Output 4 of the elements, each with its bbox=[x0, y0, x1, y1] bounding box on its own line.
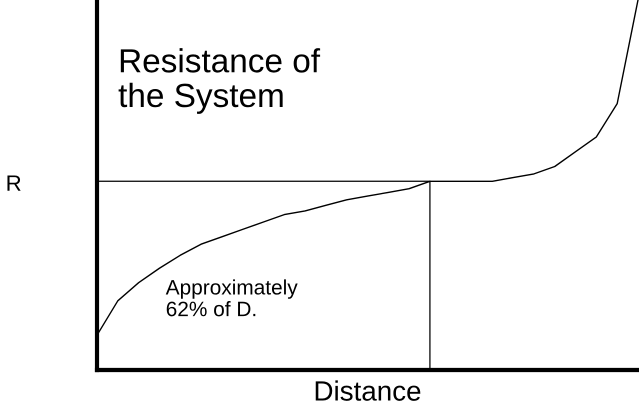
annotation: Resistance of the System bbox=[118, 48, 320, 114]
x-axis-title: Distance bbox=[316, 380, 420, 401]
annotation: Approximately 62% of D. bbox=[166, 279, 298, 316]
y-axis-title: R bbox=[7, 175, 21, 191]
